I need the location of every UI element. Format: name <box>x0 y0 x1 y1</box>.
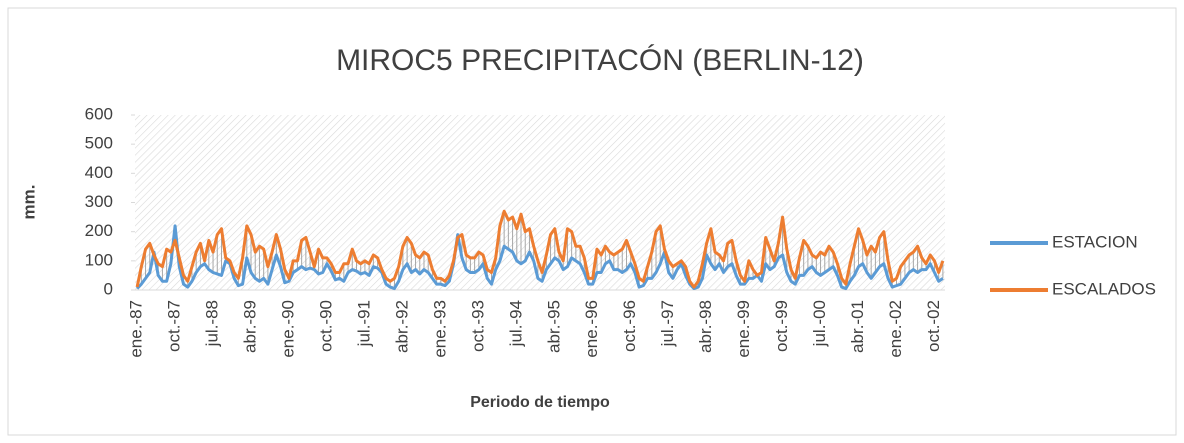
x-axis-label: Periodo de tiempo <box>470 394 610 411</box>
x-tick-label: abr.-98 <box>696 300 715 353</box>
y-tick-label: 100 <box>85 250 113 269</box>
x-tick-label: jul.-88 <box>203 300 222 347</box>
x-tick-label: abr.-92 <box>392 300 411 353</box>
x-tick-label: oct.-99 <box>772 300 791 352</box>
series-line <box>136 224 944 291</box>
y-tick-label: 600 <box>85 104 113 123</box>
x-tick-label: jul.-91 <box>354 300 373 347</box>
x-tick-label: oct.-96 <box>620 300 639 352</box>
x-tick-label: ene.-96 <box>582 300 601 358</box>
x-tick-label: abr.-95 <box>544 300 563 353</box>
x-tick-label: oct.-02 <box>924 300 943 352</box>
y-tick-label: 0 <box>104 279 113 298</box>
x-tick-label: ene.-87 <box>127 300 146 358</box>
x-tick-label: abr.-01 <box>848 300 867 353</box>
x-tick-label: ene.-93 <box>430 300 449 358</box>
y-axis-label: mm. <box>19 185 38 220</box>
y-tick-label: 400 <box>85 163 113 182</box>
x-tick-label: oct.-87 <box>165 300 184 352</box>
chart-title: MIROC5 PRECIPITACÓN (BERLIN-12) <box>336 44 864 77</box>
series-line <box>135 209 945 289</box>
x-tick-label: oct.-90 <box>316 300 335 352</box>
y-tick-label: 500 <box>85 134 113 153</box>
y-tick-label: 300 <box>85 192 113 211</box>
x-tick-label: ene.-99 <box>734 300 753 358</box>
x-tick-label: ene.-02 <box>886 300 905 358</box>
legend-label: ESTACION <box>1052 232 1138 251</box>
x-tick-label: abr.-89 <box>241 300 260 353</box>
y-tick-label: 200 <box>85 221 113 240</box>
x-tick-label: jul.-00 <box>810 300 829 347</box>
x-tick-label: jul.-97 <box>658 300 677 347</box>
x-tick-label: ene.-90 <box>278 300 297 358</box>
x-tick-label: jul.-94 <box>506 300 525 347</box>
x-tick-label: oct.-93 <box>468 300 487 352</box>
legend-label: ESCALADOS <box>1052 279 1156 298</box>
